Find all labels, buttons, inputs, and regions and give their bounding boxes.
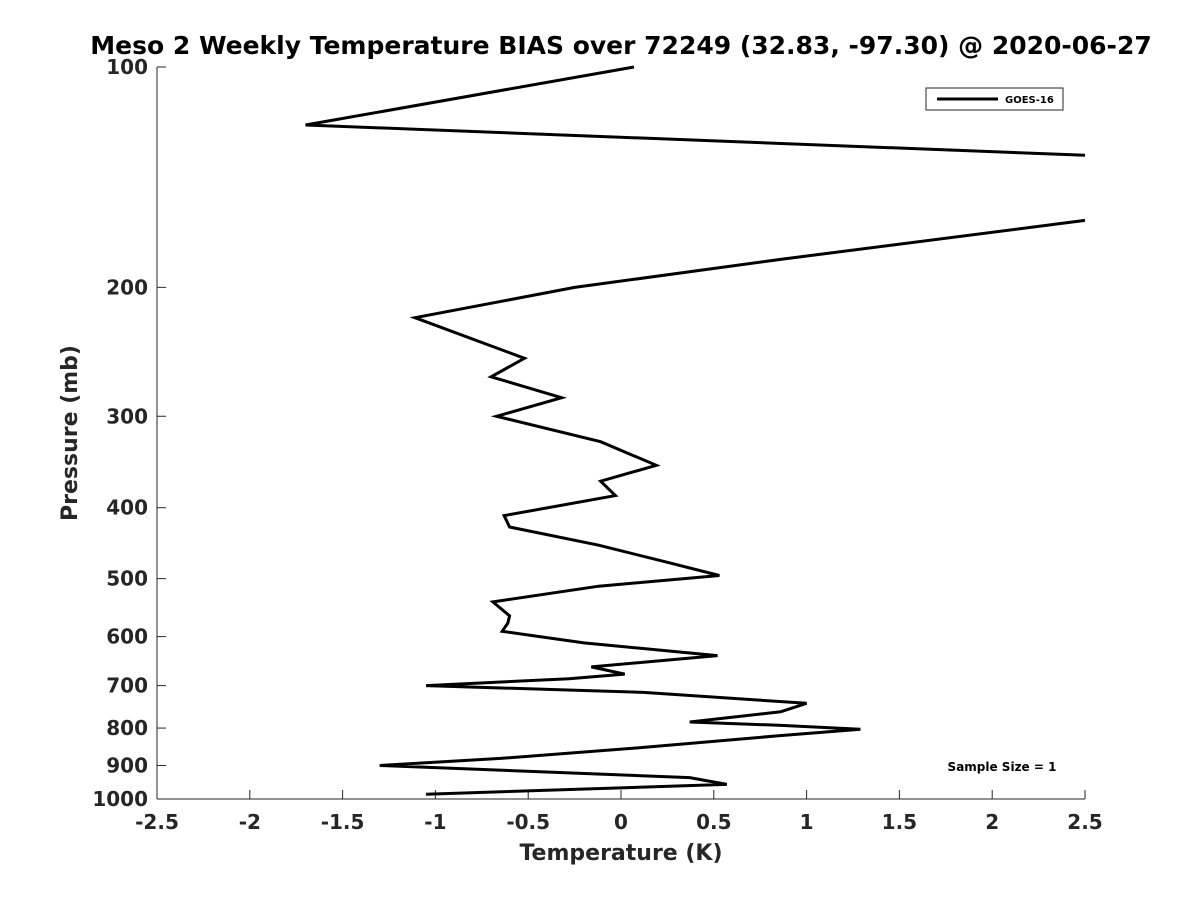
legend: GOES-16 bbox=[925, 87, 1064, 111]
x-tick-label: 2 bbox=[985, 810, 999, 834]
series-layer bbox=[305, 65, 1086, 796]
y-tick-label: 300 bbox=[106, 404, 148, 428]
chart-title: Meso 2 Weekly Temperature BIAS over 7224… bbox=[90, 31, 1151, 60]
y-tick-label: 400 bbox=[106, 496, 148, 520]
x-axis-ticks: -2.5 -2 -1.5 -1 -0.5 0 0.5 1 1.5 2 2.5 bbox=[135, 790, 1103, 834]
y-tick-label: 1000 bbox=[92, 787, 148, 811]
y-tick-label: 200 bbox=[106, 275, 148, 299]
x-tick-label: -2 bbox=[239, 810, 261, 834]
x-tick-label: 1.5 bbox=[882, 810, 917, 834]
series-line-goes-16 bbox=[305, 65, 1086, 157]
y-tick-label: 100 bbox=[106, 55, 148, 79]
x-tick-label: -0.5 bbox=[506, 810, 550, 834]
x-tick-label: 2.5 bbox=[1067, 810, 1102, 834]
y-tick-label: 600 bbox=[106, 625, 148, 649]
y-tick-label: 700 bbox=[106, 674, 148, 698]
x-tick-label: -1.5 bbox=[321, 810, 365, 834]
y-axis-label: Pressure (mb) bbox=[58, 345, 83, 521]
x-axis-label: Temperature (K) bbox=[519, 841, 722, 866]
series-line-goes-16 bbox=[379, 218, 1086, 796]
x-tick-label: -1 bbox=[424, 810, 446, 834]
y-tick-label: 500 bbox=[106, 567, 148, 591]
y-tick-label: 900 bbox=[106, 754, 148, 778]
plot-area: -2.5 -2 -1.5 -1 -0.5 0 0.5 1 1.5 2 2.5 100 200 300 40… bbox=[92, 55, 1102, 834]
y-tick-label: 800 bbox=[106, 716, 148, 740]
x-tick-label: 1 bbox=[800, 810, 814, 834]
legend-label: GOES-16 bbox=[1005, 95, 1054, 106]
sample-size-annotation: Sample Size = 1 bbox=[948, 760, 1057, 774]
x-tick-label: -2.5 bbox=[135, 810, 179, 834]
x-tick-label: 0 bbox=[614, 810, 628, 834]
y-axis-ticks: 100 200 300 400 500 600 700 800 900 1000 bbox=[92, 55, 166, 811]
x-tick-label: 0.5 bbox=[696, 810, 731, 834]
